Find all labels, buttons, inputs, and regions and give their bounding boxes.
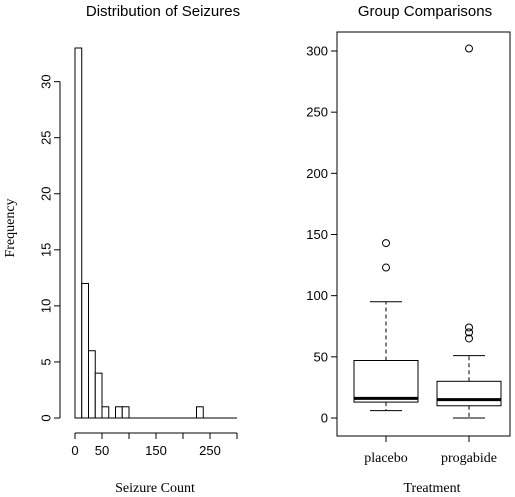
histogram-y-tick-label: 15: [39, 243, 54, 257]
boxplot-panel: Group Comparisons Treatment 0 50 100 150 200…: [306, 3, 511, 496]
boxplot-box: [353, 360, 419, 403]
boxplot-y-tick-label: 0: [321, 411, 328, 426]
boxplot-y-tick-label: 250: [306, 105, 328, 120]
boxplot-outlier: [382, 263, 390, 272]
boxplot-category-label: progabide: [441, 451, 497, 466]
boxplot-y-tick-label: 200: [306, 166, 328, 181]
boxplot-category-label: placebo: [364, 451, 408, 466]
boxplot-group-placebo: [353, 239, 419, 412]
histogram-x-tick-label: 150: [145, 443, 167, 458]
histogram-title: Distribution of Seizures: [86, 3, 240, 20]
histogram-x-tick-label: 0: [71, 443, 78, 458]
histogram-y-tick-label: 0: [39, 414, 54, 421]
histogram-bar: [115, 406, 123, 419]
histogram-x-tick-label: 50: [95, 443, 109, 458]
boxplot-y-tick-label: 50: [314, 349, 328, 364]
histogram-bar: [101, 406, 110, 419]
boxplot-outlier: [382, 239, 390, 248]
boxplot-outlier: [465, 334, 473, 343]
histogram-y-tick-label: 10: [39, 299, 54, 313]
histogram-bar: [196, 406, 204, 419]
boxplot-y-tick-label: 100: [306, 288, 328, 303]
histogram-bar: [81, 282, 89, 419]
boxplot-x-axis-title: Treatment: [403, 481, 460, 496]
histogram-bar: [121, 406, 130, 419]
histogram-bar: [88, 350, 96, 419]
boxplot-marks: [353, 44, 502, 419]
histogram-panel: Distribution of Seizures Seizure Count F…: [3, 3, 240, 496]
histogram-x-tick-label: 250: [199, 443, 221, 458]
histogram-bars: [74, 47, 237, 419]
histogram-bar: [74, 47, 83, 419]
histogram-y-tick-label: 20: [39, 187, 54, 201]
boxplot-x-axis: placebo progabide: [364, 436, 497, 466]
boxplot-outlier: [465, 44, 473, 53]
histogram-y-tick-label: 30: [39, 74, 54, 88]
boxplot-title: Group Comparisons: [358, 3, 492, 20]
boxplot-outlier: [465, 328, 473, 337]
boxplot-y-axis: 0 50 100 150 200 250 300: [306, 44, 337, 426]
boxplot-y-tick-label: 300: [306, 44, 328, 59]
boxplot-box: [436, 380, 502, 407]
boxplot-group-progabide: [436, 44, 502, 419]
histogram-y-tick-label: 5: [39, 358, 54, 365]
boxplot-y-tick-label: 150: [306, 227, 328, 242]
histogram-y-axis-title: Frequency: [3, 198, 18, 257]
histogram-x-axis: 0 50 150 250: [71, 432, 238, 458]
histogram-bar: [94, 372, 103, 419]
histogram-y-tick-label: 25: [39, 130, 54, 144]
histogram-x-axis-title: Seizure Count: [115, 481, 195, 496]
histogram-y-axis: 0 5 10 15 20 25 30: [39, 74, 61, 422]
boxplot-outlier: [465, 323, 473, 332]
